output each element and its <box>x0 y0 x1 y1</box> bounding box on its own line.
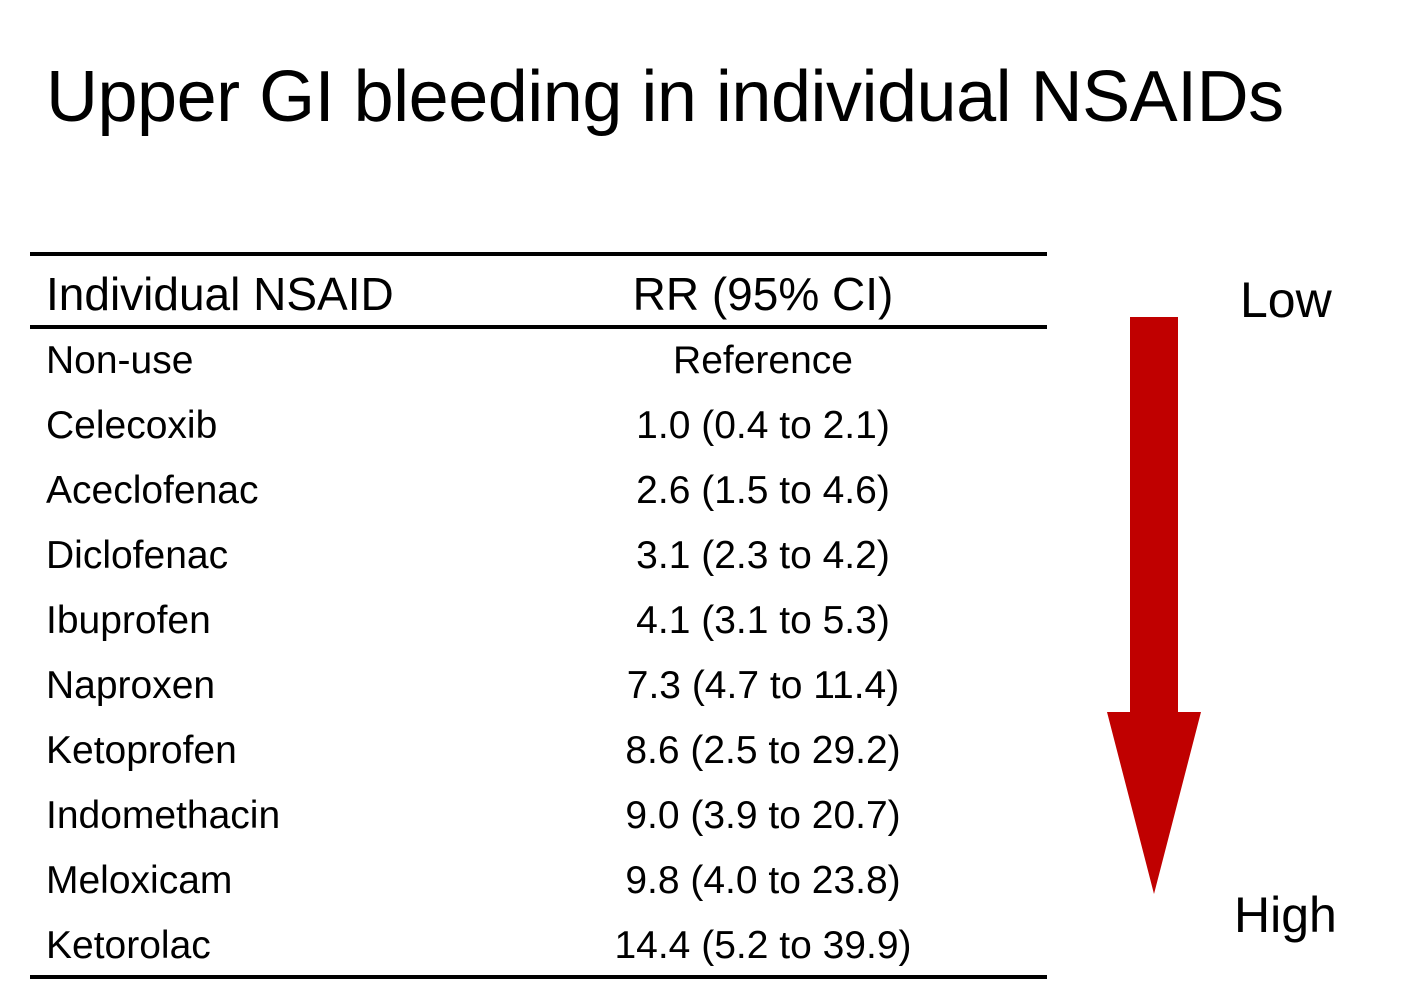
drug-cell: Ketorolac <box>46 924 211 967</box>
table-row: Aceclofenac 2.6 (1.5 to 4.6) <box>30 459 1047 524</box>
table-row: Non-use Reference <box>30 329 1047 394</box>
table-row: Celecoxib 1.0 (0.4 to 2.1) <box>30 394 1047 459</box>
table-row: Meloxicam 9.8 (4.0 to 23.8) <box>30 849 1047 914</box>
rr-cell: Reference <box>673 339 853 382</box>
rr-cell: 8.6 (2.5 to 29.2) <box>625 729 901 772</box>
table-row: Indomethacin 9.0 (3.9 to 20.7) <box>30 784 1047 849</box>
table-header-row: Individual NSAID RR (95% CI) <box>30 256 1047 325</box>
rr-cell: 1.0 (0.4 to 2.1) <box>636 404 890 447</box>
scale-low-label: Low <box>1240 272 1332 328</box>
drug-cell: Meloxicam <box>46 859 233 902</box>
page-title: Upper GI bleeding in individual NSAIDs <box>46 57 1284 137</box>
table-body: Non-use Reference Celecoxib 1.0 (0.4 to … <box>30 329 1047 979</box>
rr-cell: 2.6 (1.5 to 4.6) <box>636 469 890 512</box>
drug-cell: Ibuprofen <box>46 599 211 642</box>
rr-cell: 14.4 (5.2 to 39.9) <box>614 924 912 967</box>
drug-cell: Diclofenac <box>46 534 229 577</box>
table-row: Naproxen 7.3 (4.7 to 11.4) <box>30 654 1047 719</box>
table-row: Diclofenac 3.1 (2.3 to 4.2) <box>30 524 1047 589</box>
drug-cell: Naproxen <box>46 664 216 707</box>
table-bottom-rule <box>30 975 1047 979</box>
rr-cell: 7.3 (4.7 to 11.4) <box>626 664 900 707</box>
rr-cell: 9.0 (3.9 to 20.7) <box>625 794 901 837</box>
scale-high-label: High <box>1234 887 1337 943</box>
table-top-rule <box>30 252 1047 256</box>
drug-cell: Celecoxib <box>46 404 218 447</box>
table-row: Ketoprofen 8.6 (2.5 to 29.2) <box>30 719 1047 784</box>
table-row: Ketorolac 14.4 (5.2 to 39.9) <box>30 914 1047 979</box>
down-arrow-icon <box>1107 317 1201 894</box>
rr-cell: 9.8 (4.0 to 23.8) <box>625 859 901 902</box>
column-header-drug: Individual NSAID <box>46 268 394 320</box>
drug-cell: Non-use <box>46 339 194 382</box>
drug-cell: Indomethacin <box>46 794 281 837</box>
drug-cell: Aceclofenac <box>46 469 259 512</box>
rr-cell: 4.1 (3.1 to 5.3) <box>636 599 890 642</box>
drug-cell: Ketoprofen <box>46 729 237 772</box>
table-row: Ibuprofen 4.1 (3.1 to 5.3) <box>30 589 1047 654</box>
column-header-rr: RR (95% CI) <box>632 268 894 320</box>
table-header-rule <box>30 325 1047 329</box>
rr-cell: 3.1 (2.3 to 4.2) <box>636 534 890 577</box>
